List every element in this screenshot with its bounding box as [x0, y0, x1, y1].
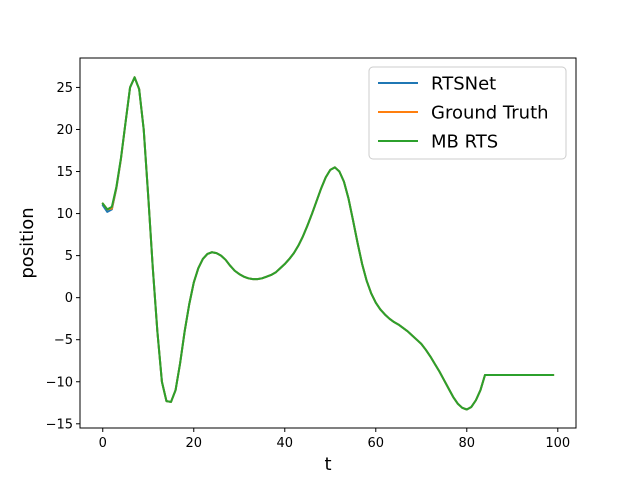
x-tick-label: 80 [459, 436, 476, 451]
y-tick-label: −10 [46, 375, 73, 390]
x-tick-label: 0 [99, 436, 107, 451]
y-tick-label: 10 [56, 207, 73, 222]
x-tick-label: 100 [545, 436, 570, 451]
series-line-3 [101, 76, 555, 411]
legend: RTSNet Ground Truth MB RTS [368, 66, 567, 160]
x-axis-ticks: 0 20 40 60 80 100 [99, 428, 570, 451]
legend-label-1: RTSNet [431, 74, 496, 95]
axes-frame [79, 57, 577, 429]
y-tick-label: −15 [46, 417, 73, 432]
y-tick-label: 25 [56, 81, 73, 96]
y-axis-label: position [17, 207, 38, 278]
y-tick-label: 5 [65, 249, 73, 264]
legend-label-3: MB RTS [431, 132, 498, 153]
y-tick-label: 15 [56, 165, 73, 180]
legend-box [368, 66, 567, 160]
y-tick-label: −5 [54, 333, 73, 348]
legend-label-2: Ground Truth [431, 103, 549, 124]
x-tick-label: 40 [276, 436, 293, 451]
series-layer [101, 76, 555, 411]
y-axis-ticks: −15 −10 −5 0 5 10 15 20 25 [46, 81, 80, 432]
x-axis-label: t [324, 454, 331, 475]
x-tick-label: 20 [185, 436, 202, 451]
y-tick-label: 20 [56, 123, 73, 138]
x-tick-label: 60 [368, 436, 385, 451]
y-tick-label: 0 [65, 291, 73, 306]
